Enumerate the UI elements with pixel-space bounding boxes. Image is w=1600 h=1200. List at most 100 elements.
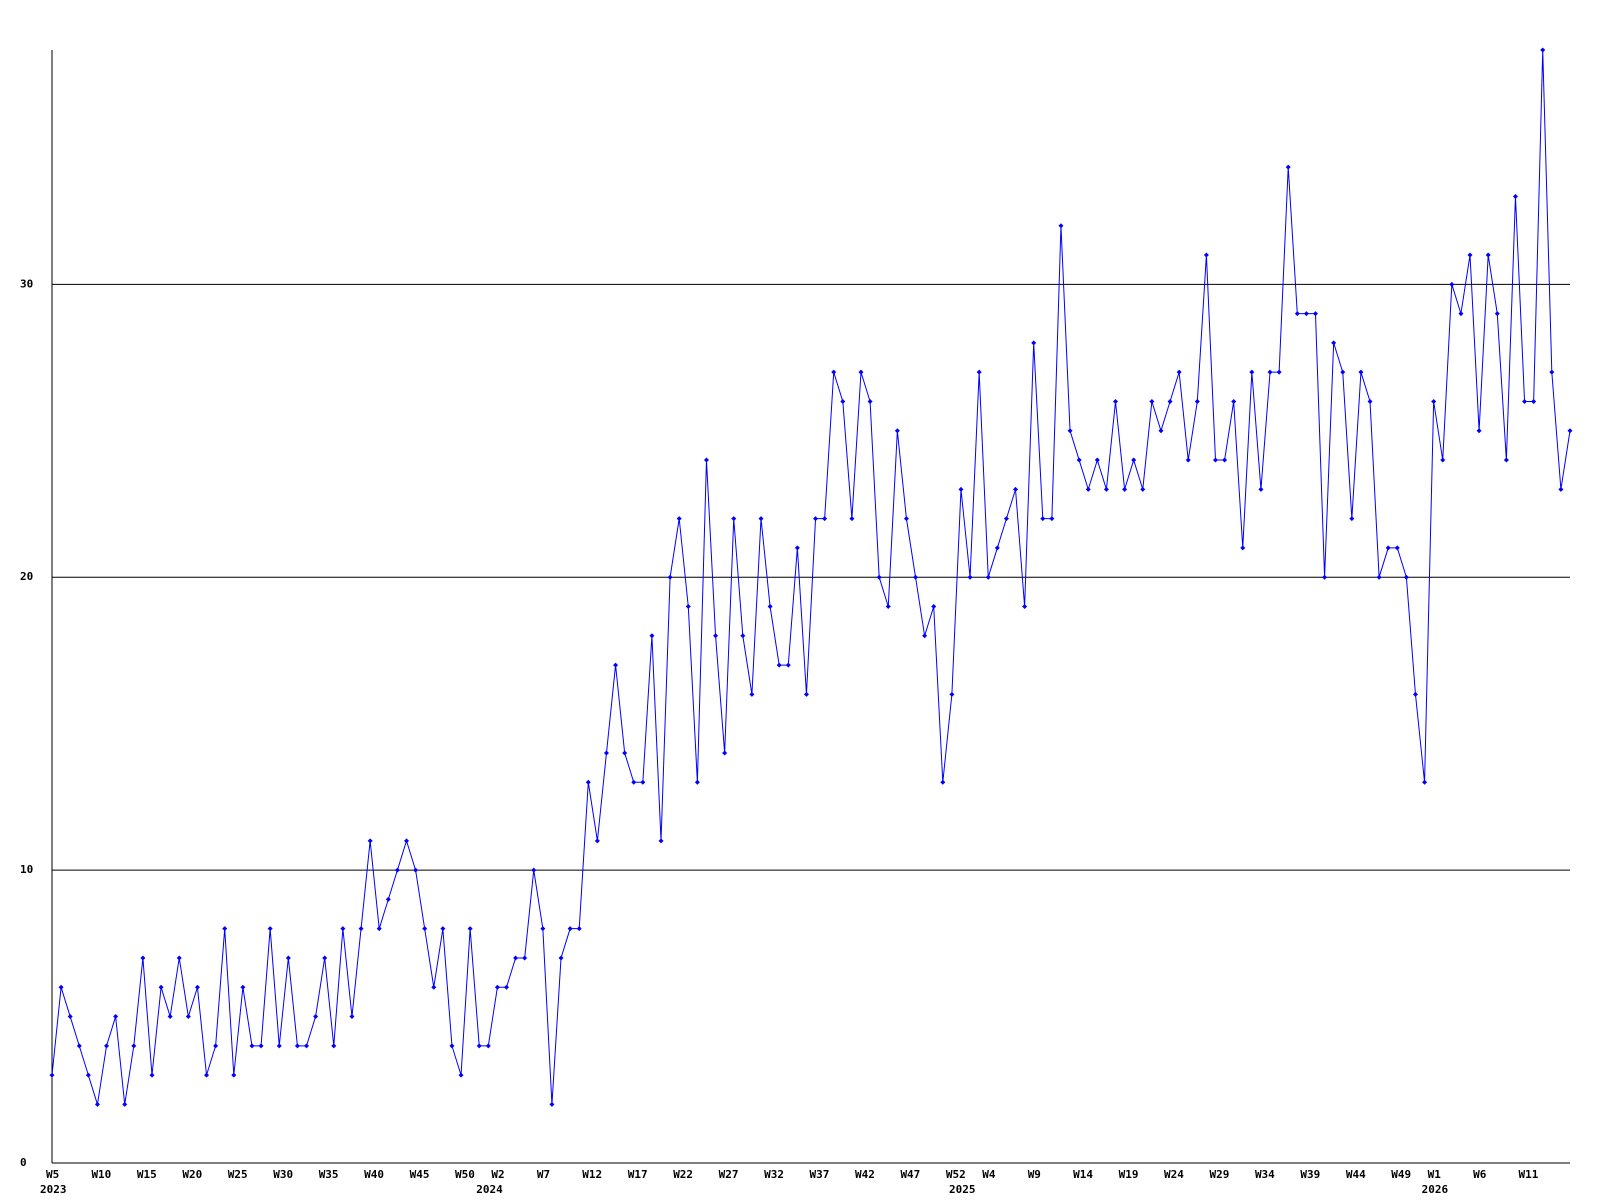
point-marker (404, 838, 410, 844)
point-marker (540, 926, 546, 932)
point-marker (1540, 47, 1546, 53)
point-marker (385, 896, 391, 902)
x-tick-label: W32 (764, 1168, 784, 1181)
point-marker (903, 516, 909, 522)
point-marker (876, 574, 882, 580)
point-marker (885, 604, 891, 609)
point-marker (1040, 516, 1046, 522)
point-marker (1558, 486, 1564, 492)
point-marker (1485, 252, 1491, 258)
x-tick-label: W22 (673, 1168, 693, 1181)
point-marker (958, 486, 964, 492)
point-marker (867, 398, 873, 404)
x-tick-label: W44 (1346, 1168, 1366, 1181)
point-marker (803, 691, 809, 697)
point-marker (676, 516, 682, 522)
point-marker (685, 604, 691, 609)
point-marker (231, 1072, 237, 1078)
point-marker (1122, 486, 1128, 492)
point-marker (1158, 428, 1164, 434)
x-tick-label: W34 (1255, 1168, 1275, 1181)
point-marker (1149, 398, 1155, 404)
point-marker (1058, 223, 1064, 229)
point-marker (1231, 398, 1237, 404)
point-marker (576, 926, 582, 932)
point-marker (213, 1043, 219, 1049)
x-tick-label: W20 (182, 1168, 202, 1181)
x-tick-label: W19 (1119, 1168, 1139, 1181)
point-marker (1512, 193, 1518, 199)
point-marker (713, 633, 719, 639)
point-marker (740, 633, 746, 639)
point-marker (631, 779, 637, 785)
x-tick-label: W39 (1300, 1168, 1320, 1181)
point-marker (1276, 369, 1282, 375)
point-marker (503, 984, 509, 990)
point-marker (1349, 516, 1355, 522)
y-tick-label: 30 (20, 277, 33, 290)
point-marker (1449, 281, 1455, 287)
point-marker (85, 1072, 91, 1078)
point-marker (1394, 545, 1400, 551)
point-marker (1103, 486, 1109, 492)
point-marker (1458, 311, 1464, 317)
point-marker (894, 428, 900, 434)
point-marker (1467, 252, 1473, 258)
point-marker (376, 926, 382, 932)
point-marker (758, 516, 764, 522)
x-tick-label: W45 (410, 1168, 430, 1181)
point-marker (449, 1043, 455, 1049)
x-tick-label: W27 (719, 1168, 739, 1181)
x-tick-label: W37 (810, 1168, 830, 1181)
point-marker (1131, 457, 1137, 463)
point-marker (49, 1072, 55, 1078)
point-marker (1113, 398, 1119, 404)
point-marker (304, 1043, 310, 1049)
point-marker (1476, 428, 1482, 434)
point-marker (722, 750, 728, 756)
point-marker (658, 838, 664, 844)
point-marker (603, 750, 609, 756)
point-marker (204, 1072, 210, 1078)
point-marker (313, 1014, 319, 1020)
point-marker (1140, 486, 1146, 492)
point-marker (776, 662, 782, 668)
point-marker (1494, 311, 1500, 317)
point-marker (1203, 252, 1209, 258)
point-marker (1076, 457, 1082, 463)
point-marker (149, 1072, 155, 1078)
point-marker (458, 1072, 464, 1078)
x-tick-label: W11 (1519, 1168, 1539, 1181)
point-marker (849, 516, 855, 522)
point-marker (767, 604, 773, 609)
point-marker (1167, 398, 1173, 404)
point-marker (785, 662, 791, 668)
point-marker (1331, 340, 1337, 346)
point-marker (76, 1043, 82, 1049)
point-marker (276, 1043, 282, 1049)
point-marker (1212, 457, 1218, 463)
x-tick-label: W1 (1428, 1168, 1442, 1181)
year-label: 2026 (1422, 1183, 1449, 1196)
x-tick-label: W29 (1209, 1168, 1229, 1181)
point-marker (640, 779, 646, 785)
point-marker (594, 838, 600, 844)
point-marker (940, 779, 946, 785)
point-marker (294, 1043, 300, 1049)
point-marker (1403, 574, 1409, 580)
x-tick-label: W7 (537, 1168, 550, 1181)
point-marker (1249, 369, 1255, 375)
x-tick-label: W14 (1073, 1168, 1093, 1181)
point-marker (1531, 398, 1537, 404)
point-marker (1312, 311, 1318, 317)
point-marker (194, 984, 200, 990)
point-marker (185, 1014, 191, 1020)
point-marker (1267, 369, 1273, 375)
point-marker (731, 516, 737, 522)
point-marker (976, 369, 982, 375)
point-marker (1422, 779, 1428, 785)
point-marker (1049, 516, 1055, 522)
point-marker (649, 633, 655, 639)
point-marker (794, 545, 800, 551)
x-tick-label: W52 (946, 1168, 966, 1181)
